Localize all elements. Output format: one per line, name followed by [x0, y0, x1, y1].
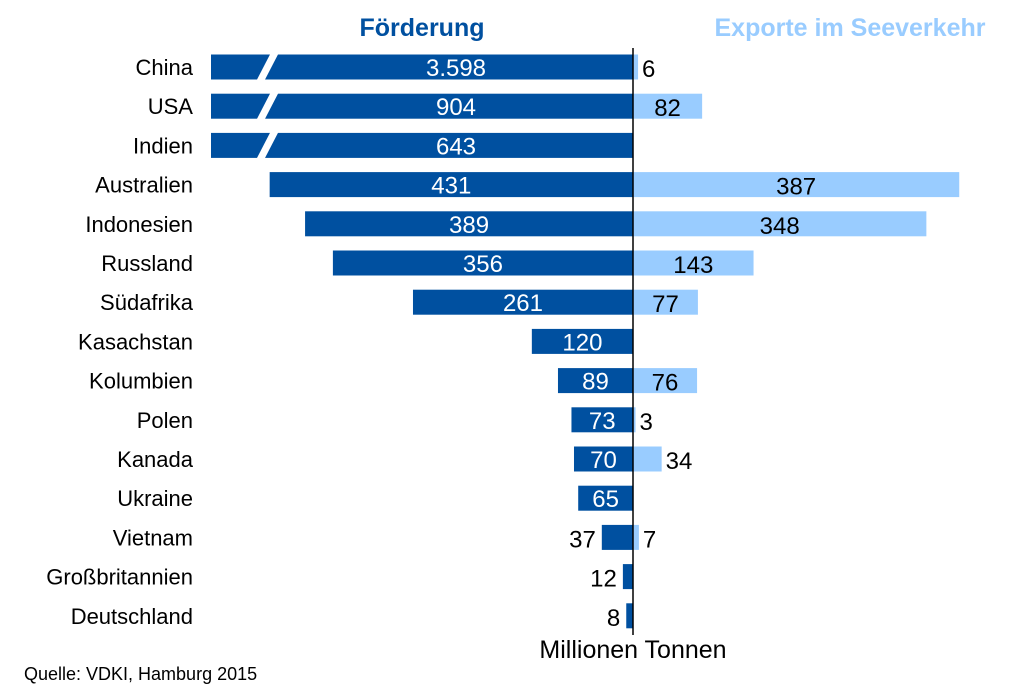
- value-label-exporte: 76: [652, 370, 679, 397]
- value-label-foerderung: 261: [503, 290, 543, 317]
- category-label: Indonesien: [85, 212, 193, 237]
- category-label: USA: [148, 94, 194, 119]
- value-label-foerderung: 120: [562, 329, 602, 356]
- axis-break-mark: [256, 52, 279, 82]
- value-label-exporte: 7: [643, 526, 656, 553]
- bar-foerderung: [269, 172, 633, 198]
- category-label: Kolumbien: [89, 369, 193, 394]
- value-label-exporte: 34: [666, 448, 693, 475]
- bar-foerderung: [557, 368, 633, 394]
- value-label-exporte: 82: [654, 95, 681, 122]
- category-label: Südafrika: [100, 290, 194, 315]
- category-label: Großbritannien: [46, 565, 193, 590]
- bar-foerderung: [578, 485, 633, 511]
- value-label-foerderung: 8: [607, 605, 620, 632]
- value-label-foerderung: 89: [582, 369, 609, 396]
- category-label: Kasachstan: [78, 329, 193, 354]
- unit-label: Millionen Tonnen: [539, 636, 726, 664]
- bar-foerderung: [626, 603, 633, 629]
- value-label-foerderung: 643: [436, 133, 476, 160]
- value-label-foerderung: 431: [431, 173, 471, 200]
- bar-foerderung: [573, 446, 633, 472]
- value-label-foerderung: 3.598: [426, 55, 486, 82]
- bar-foerderung: [412, 289, 633, 315]
- bar-foerderung: [531, 328, 633, 354]
- category-label: Ukraine: [117, 486, 193, 511]
- category-label: Polen: [137, 408, 193, 433]
- value-label-exporte: 348: [760, 213, 800, 240]
- bar-foerderung: [211, 54, 633, 80]
- category-label: Vietnam: [113, 525, 193, 550]
- category-label: Australien: [95, 173, 193, 198]
- bar-exporte: [633, 524, 639, 550]
- category-label: Deutschland: [71, 604, 193, 629]
- value-label-foerderung: 73: [589, 408, 616, 435]
- value-label-foerderung: 356: [463, 251, 503, 278]
- bar-exporte: [633, 93, 703, 119]
- value-label-foerderung: 904: [436, 94, 476, 121]
- value-label-foerderung: 37: [569, 526, 596, 553]
- bar-foerderung: [601, 524, 633, 550]
- bar-foerderung: [622, 564, 633, 590]
- legend-foerderung: Förderung: [360, 14, 485, 42]
- category-label: Kanada: [117, 447, 194, 472]
- category-label: Russland: [101, 251, 193, 276]
- bar-exporte: [633, 407, 636, 433]
- bar-foerderung: [571, 407, 633, 433]
- value-label-foerderung: 65: [592, 486, 619, 513]
- category-label: China: [136, 55, 194, 80]
- bar-exporte: [633, 289, 698, 315]
- bar-exporte: [633, 54, 639, 80]
- source-note: Quelle: VDKI, Hamburg 2015: [24, 664, 258, 684]
- value-label-foerderung: 70: [590, 447, 617, 474]
- bar-exporte: [633, 172, 960, 198]
- value-label-exporte: 3: [640, 409, 653, 436]
- bar-foerderung: [332, 250, 633, 276]
- bar-foerderung: [305, 211, 633, 237]
- value-label-foerderung: 12: [590, 566, 617, 593]
- bar-foerderung: [211, 132, 633, 158]
- axis-break-mark: [256, 91, 279, 121]
- value-label-foerderung: 389: [449, 212, 489, 239]
- bar-exporte: [633, 250, 754, 276]
- bar-exporte: [633, 446, 662, 472]
- bar-exporte: [633, 211, 927, 237]
- value-label-exporte: 77: [652, 291, 679, 318]
- bar-exporte: [633, 368, 698, 394]
- value-label-exporte: 387: [776, 174, 816, 201]
- category-label: Indien: [133, 133, 193, 158]
- value-label-exporte: 6: [642, 56, 655, 83]
- legend-exporte: Exporte im Seeverkehr: [715, 14, 986, 42]
- bar-foerderung: [211, 93, 633, 119]
- value-label-exporte: 143: [673, 252, 713, 279]
- axis-break-mark: [256, 130, 279, 160]
